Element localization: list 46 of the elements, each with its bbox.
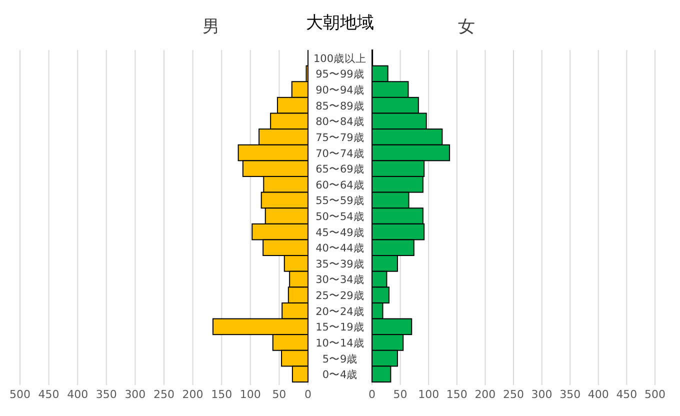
x-tick-label: 200 — [182, 388, 204, 401]
y-tick-label: 55〜59歳 — [316, 194, 364, 208]
y-tick-label: 50〜54歳 — [316, 210, 364, 223]
y-tick-label: 70〜74歳 — [316, 146, 364, 160]
y-tick-label: 20〜24歳 — [316, 304, 364, 318]
y-tick-label: 40〜44歳 — [316, 242, 364, 255]
x-tick-label: 0 — [368, 388, 376, 401]
y-tick-label: 30〜34歳 — [316, 273, 364, 286]
x-tick-label: 100 — [418, 388, 440, 401]
chart-title: 男 — [202, 17, 220, 37]
x-tick-label: 500 — [10, 388, 30, 401]
x-tick-label: 300 — [531, 388, 552, 401]
y-tick-label: 15〜19歳 — [316, 320, 364, 334]
y-tick-label: 5〜9歳 — [322, 352, 358, 366]
x-tick-label: 400 — [588, 388, 609, 401]
y-tick-label: 60〜64歳 — [316, 178, 364, 192]
x-tick-label: 50 — [272, 388, 286, 401]
x-tick-label: 350 — [560, 388, 581, 401]
x-tick-label: 450 — [38, 388, 60, 401]
y-tick-label: 25〜29歳 — [316, 289, 364, 302]
y-tick-label: 95〜99歳 — [316, 68, 364, 81]
y-tick-label: 0〜4歳 — [322, 368, 358, 382]
x-tick-label: 0 — [304, 388, 312, 401]
text: 大朝地域 — [306, 13, 374, 33]
x-tick-label: 50 — [393, 388, 408, 401]
x-tick-label: 450 — [616, 388, 638, 401]
x-tick-label: 200 — [474, 388, 496, 401]
y-tick-label: 10〜14歳 — [316, 336, 364, 350]
y-tick-label: 90〜94歳 — [316, 84, 364, 97]
x-tick-label: 500 — [644, 388, 666, 401]
x-tick-label: 150 — [446, 388, 468, 401]
x-tick-label: 400 — [67, 388, 88, 401]
x-tick-label: 150 — [211, 388, 232, 401]
y-tick-label: 65〜69歳 — [316, 162, 364, 176]
x-tick-label: 100 — [240, 388, 261, 401]
x-tick-label: 250 — [503, 388, 524, 401]
y-tick-label: 85〜89歳 — [316, 99, 364, 112]
chart-title: 女 — [458, 17, 475, 37]
y-tick-label: 75〜79歳 — [316, 130, 364, 144]
x-tick-label: 250 — [154, 388, 174, 401]
y-tick-label: 35〜39歳 — [316, 257, 364, 270]
x-tick-label: 350 — [96, 388, 117, 401]
y-tick-label: 80〜84歳 — [316, 115, 364, 128]
y-tick-label: 100歳以上 — [313, 52, 367, 65]
y-tick-label: 45〜49歳 — [316, 226, 364, 239]
x-tick-label: 300 — [124, 388, 146, 401]
